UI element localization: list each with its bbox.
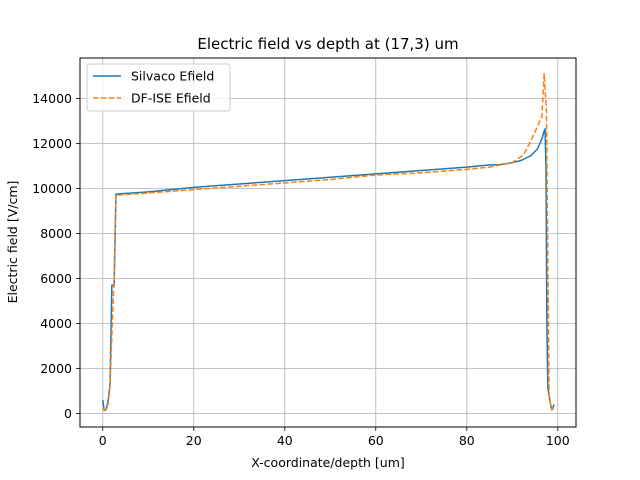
y-tick-label: 8000 bbox=[40, 226, 72, 241]
y-tick-label: 4000 bbox=[40, 316, 72, 331]
x-tick-label: 40 bbox=[277, 433, 293, 448]
x-tick-label: 0 bbox=[99, 433, 107, 448]
series-line-silvaco bbox=[102, 128, 555, 411]
x-tick-label: 80 bbox=[459, 433, 475, 448]
x-tick-label: 20 bbox=[186, 433, 202, 448]
plot-frame bbox=[79, 57, 577, 428]
y-tick-label: 0 bbox=[64, 406, 72, 421]
grid bbox=[80, 58, 576, 427]
legend-label-dfise: DF-ISE Efield bbox=[131, 91, 211, 106]
y-axis-label: Electric field [V/cm] bbox=[5, 181, 20, 304]
y-tick-label: 2000 bbox=[40, 361, 72, 376]
y-tick-label: 6000 bbox=[40, 271, 72, 286]
x-tick-label: 100 bbox=[546, 433, 570, 448]
legend-label-silvaco: Silvaco Efield bbox=[131, 69, 214, 84]
legend: Silvaco Efield DF-ISE Efield bbox=[86, 63, 231, 112]
axis-ticks: 0 20 40 60 80 100 0 2000 4000 6000 8000 10000 12000 1… bbox=[32, 91, 570, 448]
series-line-dfise bbox=[102, 73, 556, 411]
x-axis-label: X-coordinate/depth [um] bbox=[251, 455, 405, 470]
legend-box bbox=[86, 63, 231, 112]
y-tick-label: 10000 bbox=[32, 181, 72, 196]
chart-title: Electric field vs depth at (17,3) um bbox=[197, 35, 458, 53]
x-tick-label: 60 bbox=[368, 433, 384, 448]
y-tick-label: 12000 bbox=[32, 136, 72, 151]
plot-series bbox=[102, 73, 556, 411]
y-tick-label: 14000 bbox=[32, 91, 72, 106]
